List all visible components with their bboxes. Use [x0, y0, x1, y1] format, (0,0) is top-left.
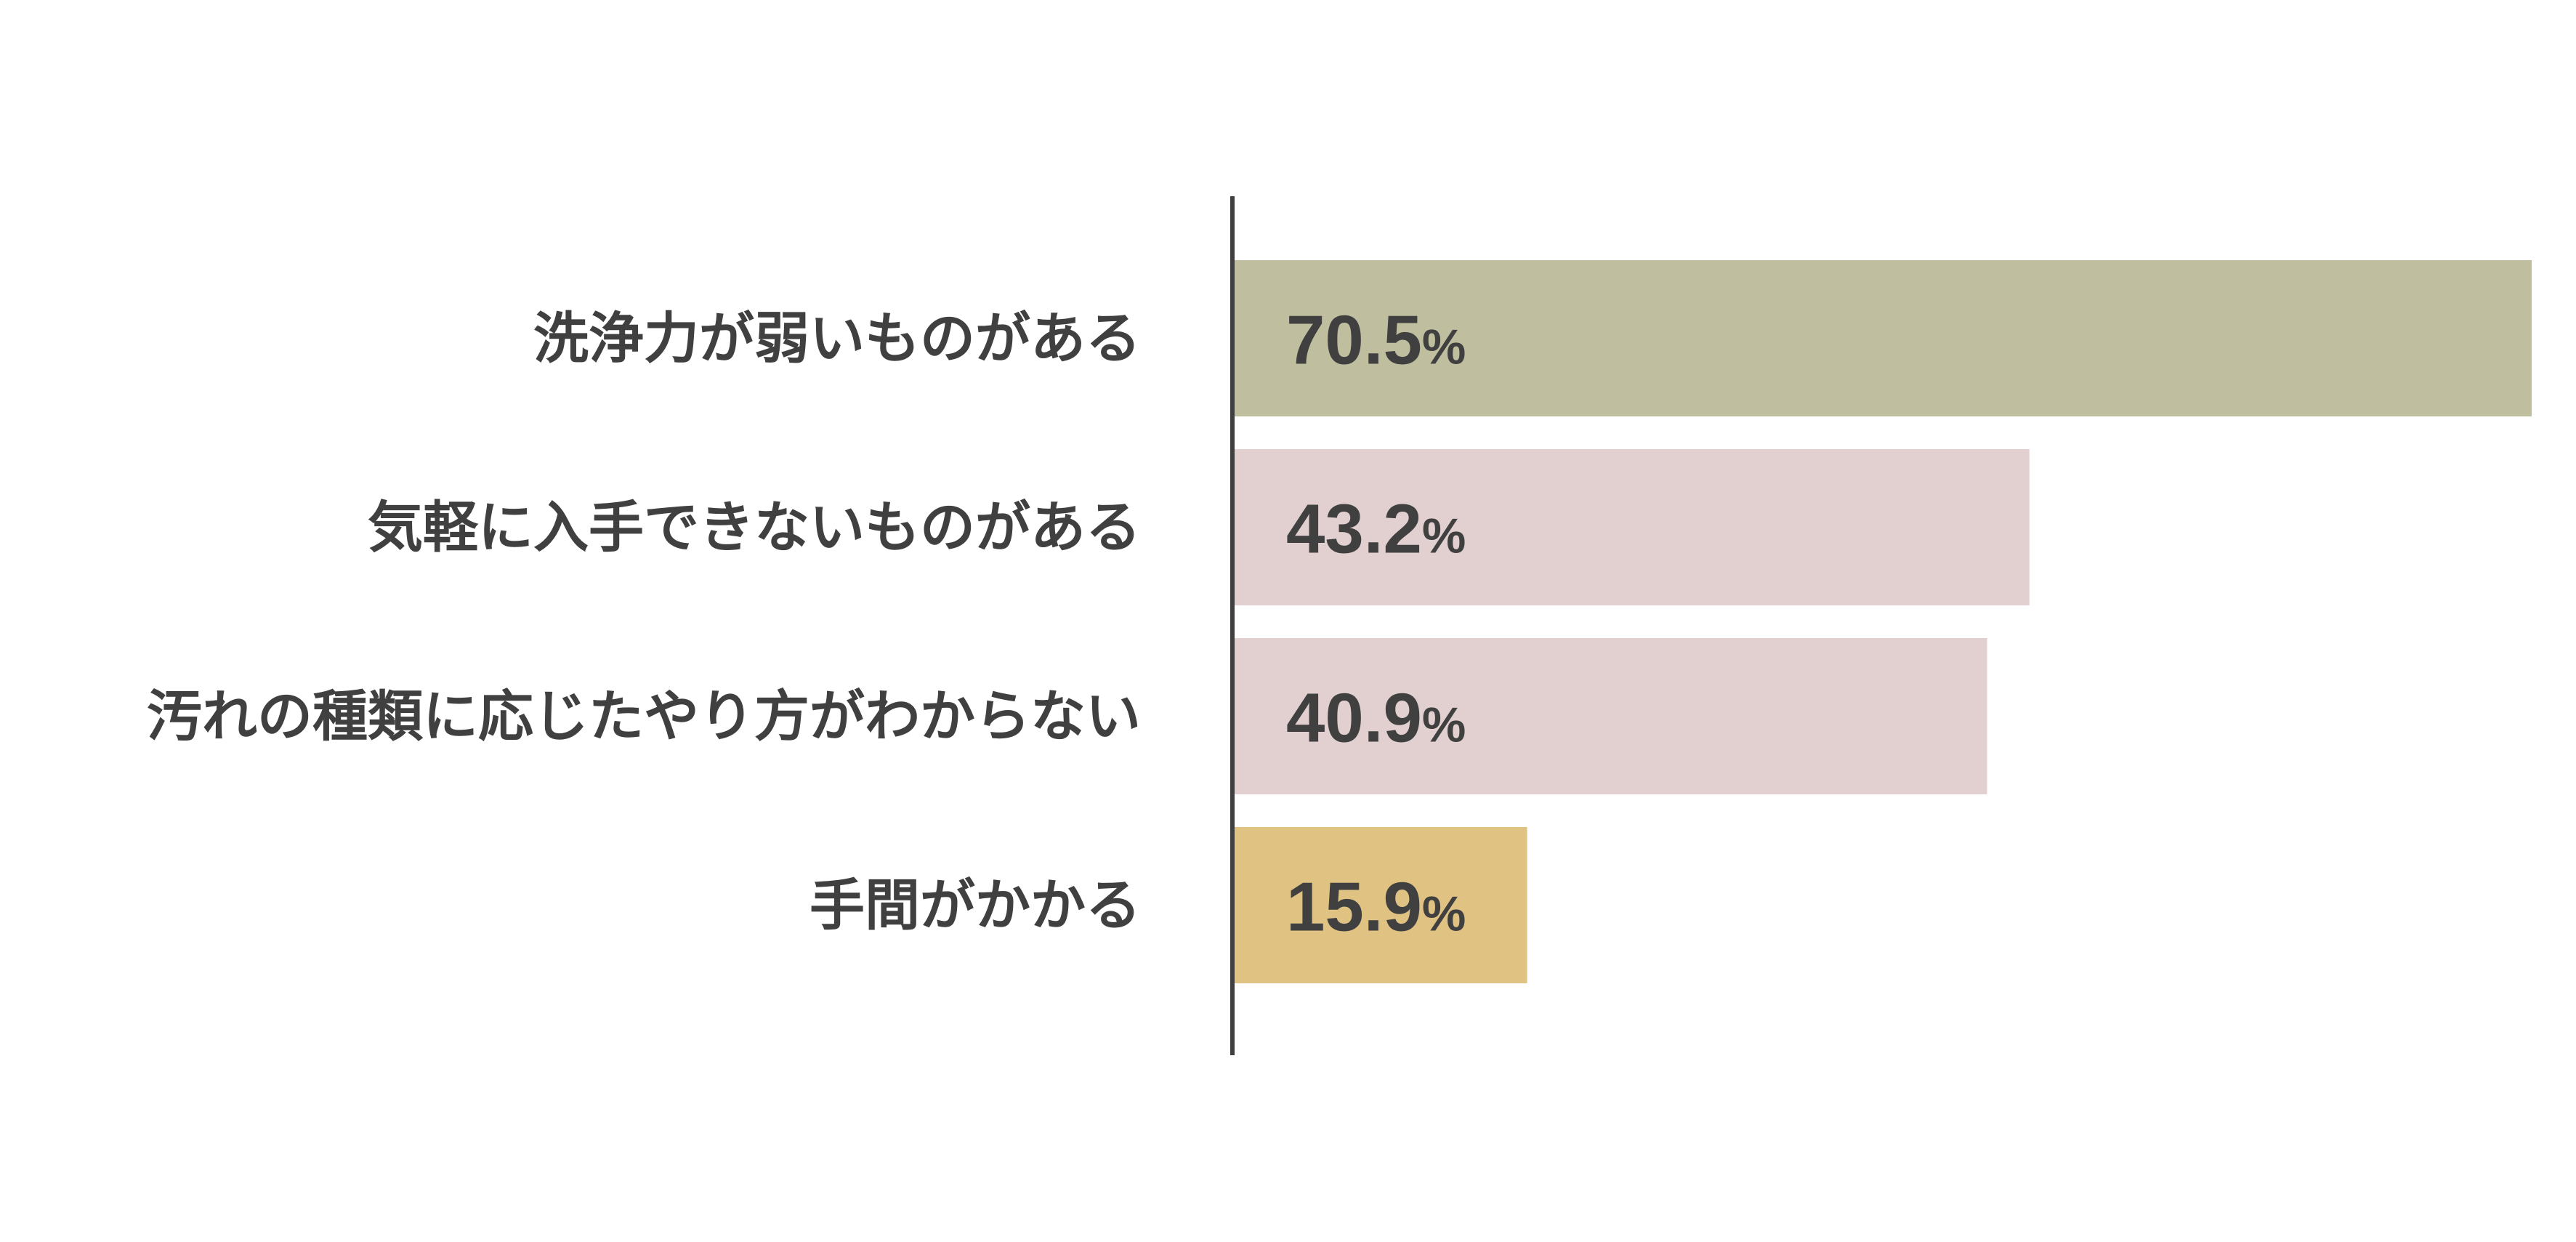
bar — [1235, 638, 1987, 794]
value-label: 43.2% — [1286, 491, 1466, 568]
value-label: 15.9% — [1286, 868, 1466, 946]
category-label: 気軽に入手できないものがある — [368, 495, 1141, 560]
bar — [1235, 827, 1527, 983]
category-labels-layer: 洗浄力が弱いものがある気軽に入手できないものがある汚れの種類に応じたやり方がわか… — [147, 306, 1141, 937]
bar — [1235, 260, 2532, 416]
category-label: 洗浄力が弱いものがある — [533, 306, 1141, 371]
bar — [1235, 449, 2030, 605]
value-labels-layer: 70.5% 43.2% 40.9% 15.9% — [1286, 302, 1466, 946]
value-label: 40.9% — [1286, 680, 1466, 757]
category-label: 汚れの種類に応じたやり方がわからない — [147, 684, 1141, 749]
value-label: 70.5% — [1286, 302, 1466, 379]
category-label: 手間がかかる — [809, 873, 1141, 937]
bars-layer — [1235, 260, 2532, 983]
